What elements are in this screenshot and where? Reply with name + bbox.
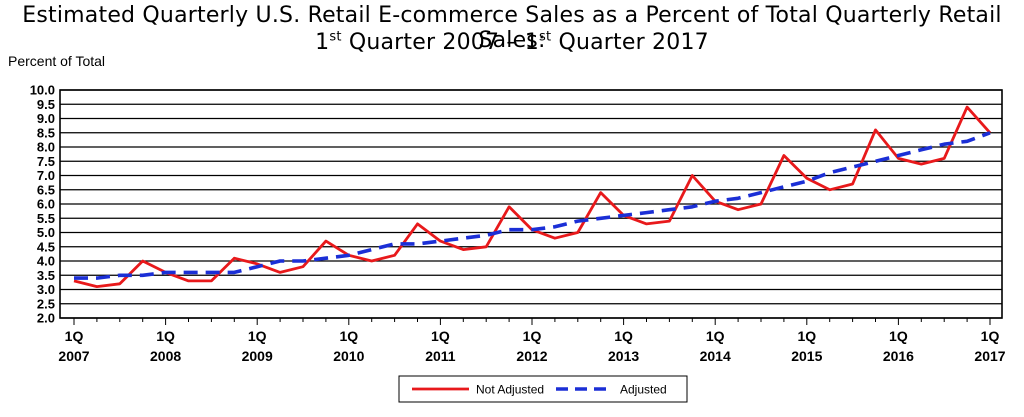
x-tick-quarter: 1Q — [706, 328, 725, 344]
title-part-c: Quarter 2017 — [551, 30, 709, 55]
x-tick-quarter: 1Q — [156, 328, 175, 344]
y-tick-label: 3.0 — [37, 282, 55, 297]
y-tick-label: 6.5 — [37, 182, 55, 197]
y-tick-label: 6.0 — [37, 197, 55, 212]
y-tick-label: 5.0 — [37, 225, 55, 240]
y-tick-label: 5.5 — [37, 211, 55, 226]
x-tick-year: 2012 — [516, 348, 547, 364]
x-tick-year: 2014 — [700, 348, 731, 364]
y-tick-label: 2.0 — [37, 311, 55, 326]
x-tick-year: 2013 — [608, 348, 639, 364]
plot-frame — [59, 89, 1003, 319]
x-tick-quarter: 1Q — [614, 328, 633, 344]
y-tick-label: 8.5 — [37, 125, 55, 140]
chart-title-line2: 1st Quarter 2007 – 1st Quarter 2017 — [0, 30, 1024, 55]
y-tick-label: 7.0 — [37, 168, 55, 183]
y-axis-label: Percent of Total — [8, 53, 106, 69]
y-tick-label: 8.0 — [37, 140, 55, 155]
y-tick-label: 9.0 — [37, 111, 55, 126]
x-tick-year: 2016 — [883, 348, 914, 364]
legend-label-adjusted: Adjusted — [620, 383, 667, 397]
x-tick-year: 2015 — [791, 348, 822, 364]
x-tick-quarter: 1Q — [65, 328, 84, 344]
title-sup-b: st — [538, 29, 552, 45]
y-tick-label: 9.5 — [37, 97, 55, 112]
y-tick-label: 4.5 — [37, 239, 55, 254]
title-part-b: Quarter 2007 – 1 — [341, 30, 539, 55]
title-part-a: 1 — [315, 30, 330, 55]
x-tick-year: 2009 — [242, 348, 273, 364]
x-tick-quarter: 1Q — [889, 328, 908, 344]
series-line-not-adjusted — [73, 105, 992, 289]
x-tick-quarter: 1Q — [339, 328, 358, 344]
series-line-adjusted — [74, 131, 991, 280]
y-tick-label: 3.5 — [37, 268, 55, 283]
x-tick-year: 2007 — [58, 348, 89, 364]
y-tick-label: 2.5 — [37, 296, 55, 311]
x-tick-quarter: 1Q — [431, 328, 450, 344]
x-tick-quarter: 1Q — [248, 328, 267, 344]
x-tick-quarter: 1Q — [523, 328, 542, 344]
x-tick-quarter: 1Q — [797, 328, 816, 344]
x-tick-year: 2011 — [425, 348, 456, 364]
chart-title-line1: Estimated Quarterly U.S. Retail E-commer… — [22, 3, 1002, 53]
legend-label-not-adjusted: Not Adjusted — [476, 383, 544, 397]
y-tick-label: 4.0 — [37, 254, 55, 269]
y-tick-label: 10.0 — [30, 83, 55, 98]
x-tick-year: 2008 — [150, 348, 181, 364]
y-tick-label: 7.5 — [37, 154, 55, 169]
x-tick-year: 2010 — [333, 348, 364, 364]
x-tick-year: 2017 — [974, 348, 1005, 364]
x-tick-quarter: 1Q — [981, 328, 1000, 344]
title-sup-a: st — [329, 29, 342, 45]
